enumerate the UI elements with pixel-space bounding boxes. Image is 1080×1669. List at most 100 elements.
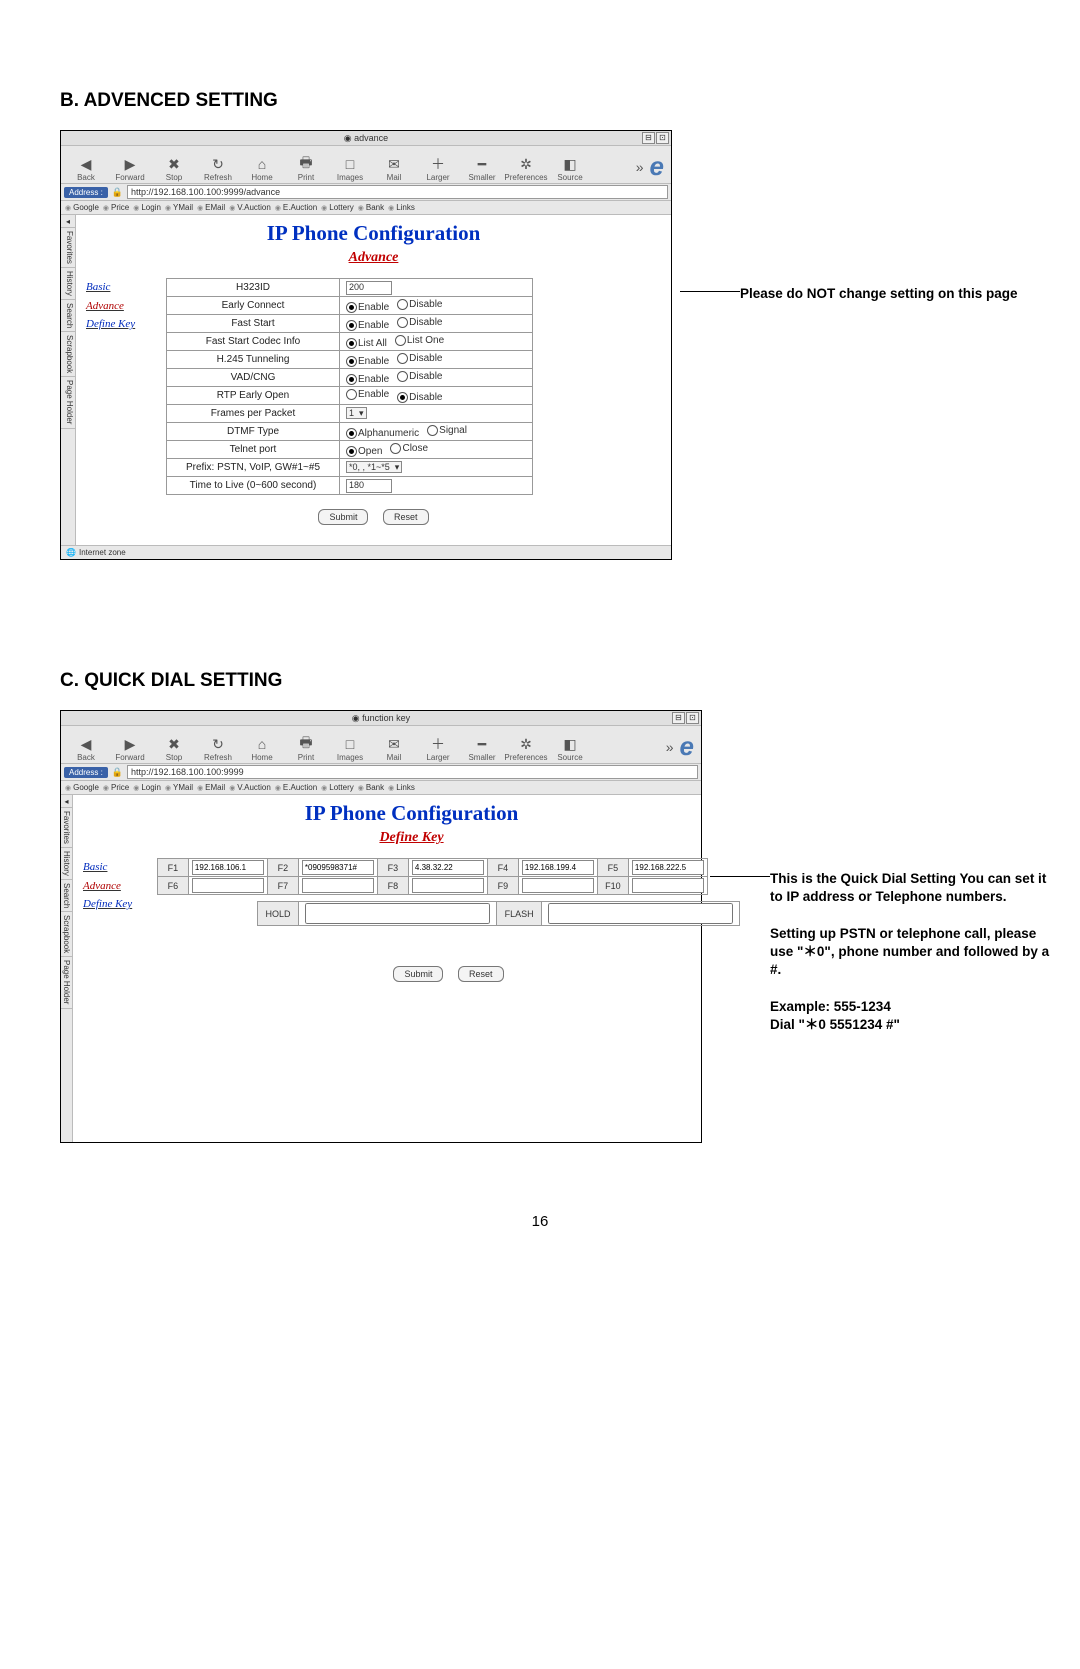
toolbar-mail[interactable]: ✉Mail — [372, 728, 416, 762]
bookmark-item[interactable]: V.Auction — [229, 783, 271, 792]
side-handle[interactable]: ◂ — [61, 795, 72, 808]
toolbar-larger[interactable]: ＋Larger — [416, 728, 460, 762]
select-prefix: pstn, voip, gw#1~#5[interactable]: *0, , *1~*5 ▾ — [346, 461, 402, 473]
flash-input[interactable] — [548, 903, 733, 924]
bookmark-item[interactable]: V.Auction — [229, 203, 271, 212]
sidetab-favorites[interactable]: Favorites — [61, 228, 75, 268]
radio-enable[interactable]: Enable — [346, 320, 389, 331]
bookmark-item[interactable]: Google — [65, 783, 99, 792]
toolbar-images[interactable]: □Images — [328, 148, 372, 182]
toolbar-larger[interactable]: ＋Larger — [416, 148, 460, 182]
toolbar-print[interactable]: 🖶Print — [284, 728, 328, 762]
bookmark-item[interactable]: Google — [65, 203, 99, 212]
fkey-input-f8[interactable] — [412, 878, 484, 893]
sidetab-search[interactable]: Search — [61, 300, 75, 332]
toolbar-back[interactable]: ◀Back — [64, 728, 108, 762]
zoom-icon[interactable]: ⊡ — [686, 712, 699, 724]
toolbar-source[interactable]: ◧Source — [548, 148, 592, 182]
toolbar-source[interactable]: ◧Source — [548, 728, 592, 762]
input-h323id[interactable]: 200 — [346, 281, 392, 295]
nav-advance[interactable]: Advance — [83, 877, 157, 896]
bookmark-item[interactable]: Lottery — [321, 783, 354, 792]
sidetab-page holder[interactable]: Page Holder — [61, 957, 72, 1008]
toolbar-smaller[interactable]: ━Smaller — [460, 148, 504, 182]
radio-disable[interactable]: Disable — [397, 392, 442, 403]
nav-basic[interactable]: Basic — [83, 858, 157, 877]
reset-button[interactable]: Reset — [458, 966, 504, 982]
toolbar-refresh[interactable]: ↻Refresh — [196, 728, 240, 762]
radio-enable[interactable]: Enable — [346, 302, 389, 313]
fkey-input-f5[interactable] — [632, 860, 704, 875]
toolbar-smaller[interactable]: ━Smaller — [460, 728, 504, 762]
select-frames per packet[interactable]: 1 ▾ — [346, 407, 367, 419]
submit-button[interactable]: Submit — [393, 966, 443, 982]
bookmark-item[interactable]: YMail — [165, 783, 193, 792]
side-handle[interactable]: ◂ — [61, 215, 75, 228]
zoom-icon[interactable]: ⊡ — [656, 132, 669, 144]
address-input[interactable]: http://192.168.100.100:9999/advance — [127, 185, 668, 199]
toolbar-home[interactable]: ⌂Home — [240, 728, 284, 762]
sidetab-search[interactable]: Search — [61, 880, 72, 912]
radio-disable[interactable]: Disable — [397, 317, 442, 328]
radio-signal[interactable]: Signal — [427, 425, 467, 436]
bookmark-item[interactable]: Login — [133, 783, 161, 792]
bookmark-item[interactable]: Lottery — [321, 203, 354, 212]
fkey-input-f10[interactable] — [632, 878, 704, 893]
radio-alphanumeric[interactable]: Alphanumeric — [346, 428, 419, 439]
fkey-input-f7[interactable] — [302, 878, 374, 893]
toolbar-forward[interactable]: ▶Forward — [108, 148, 152, 182]
fkey-input-f2[interactable] — [302, 860, 374, 875]
toolbar-more[interactable]: » — [662, 739, 678, 755]
sidetab-scrapbook[interactable]: Scrapbook — [61, 332, 75, 377]
radio-enable[interactable]: Enable — [346, 389, 389, 400]
toolbar-forward[interactable]: ▶Forward — [108, 728, 152, 762]
toolbar-preferences[interactable]: ✲Preferences — [504, 728, 548, 762]
toolbar-images[interactable]: □Images — [328, 728, 372, 762]
toolbar-stop[interactable]: ✖Stop — [152, 728, 196, 762]
radio-open[interactable]: Open — [346, 446, 382, 457]
sidetab-page holder[interactable]: Page Holder — [61, 377, 75, 428]
bookmark-item[interactable]: Bank — [358, 203, 384, 212]
address-input[interactable]: http://192.168.100.100:9999 — [127, 765, 698, 779]
toolbar-print[interactable]: 🖶Print — [284, 148, 328, 182]
bookmark-item[interactable]: Login — [133, 203, 161, 212]
bookmark-item[interactable]: Links — [388, 203, 415, 212]
sidetab-history[interactable]: History — [61, 848, 72, 880]
bookmark-item[interactable]: E.Auction — [275, 203, 317, 212]
toolbar-mail[interactable]: ✉Mail — [372, 148, 416, 182]
fkey-input-f1[interactable] — [192, 860, 264, 875]
bookmark-item[interactable]: EMail — [197, 783, 225, 792]
toolbar-preferences[interactable]: ✲Preferences — [504, 148, 548, 182]
collapse-icon[interactable]: ⊟ — [642, 132, 655, 144]
toolbar-back[interactable]: ◀Back — [64, 148, 108, 182]
sidetab-favorites[interactable]: Favorites — [61, 808, 72, 848]
toolbar-home[interactable]: ⌂Home — [240, 148, 284, 182]
submit-button[interactable]: Submit — [318, 509, 368, 525]
radio-close[interactable]: Close — [390, 443, 428, 454]
bookmark-item[interactable]: Bank — [358, 783, 384, 792]
collapse-icon[interactable]: ⊟ — [672, 712, 685, 724]
toolbar-stop[interactable]: ✖Stop — [152, 148, 196, 182]
radio-list one[interactable]: List One — [395, 335, 444, 346]
radio-disable[interactable]: Disable — [397, 299, 442, 310]
reset-button[interactable]: Reset — [383, 509, 429, 525]
bookmark-item[interactable]: E.Auction — [275, 783, 317, 792]
bookmark-item[interactable]: YMail — [165, 203, 193, 212]
radio-enable[interactable]: Enable — [346, 356, 389, 367]
sidetab-scrapbook[interactable]: Scrapbook — [61, 912, 72, 957]
bookmark-item[interactable]: Links — [388, 783, 415, 792]
sidetab-history[interactable]: History — [61, 268, 75, 300]
nav-define-key[interactable]: Define Key — [83, 895, 157, 914]
radio-disable[interactable]: Disable — [397, 353, 442, 364]
radio-list all[interactable]: List All — [346, 338, 387, 349]
radio-disable[interactable]: Disable — [397, 371, 442, 382]
input-time to live (0~600 second)[interactable]: 180 — [346, 479, 392, 493]
fkey-input-f9[interactable] — [522, 878, 594, 893]
fkey-input-f3[interactable] — [412, 860, 484, 875]
bookmark-item[interactable]: Price — [103, 783, 129, 792]
nav-define-key[interactable]: Define Key — [86, 315, 166, 334]
nav-advance[interactable]: Advance — [86, 297, 166, 316]
hold-input[interactable] — [305, 903, 490, 924]
toolbar-refresh[interactable]: ↻Refresh — [196, 148, 240, 182]
fkey-input-f6[interactable] — [192, 878, 264, 893]
